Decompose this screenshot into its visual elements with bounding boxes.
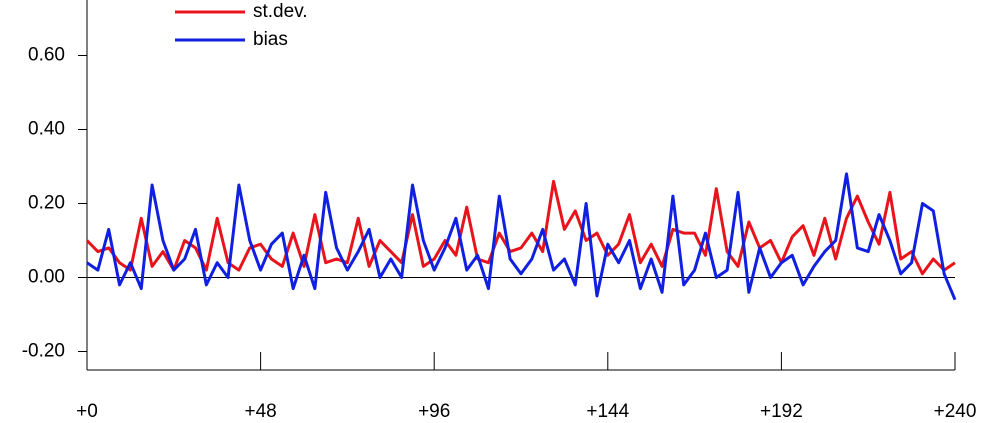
y-tick-label: -0.20 (22, 341, 65, 362)
y-tick-label: 0.00 (28, 267, 65, 288)
series-line (85, 179, 956, 276)
x-tick-label: +96 (418, 401, 450, 422)
y-tick-label: 0.60 (28, 45, 65, 66)
x-tick-label: +0 (76, 401, 98, 422)
x-tick-label: +144 (586, 401, 629, 422)
x-tick-label: +192 (760, 401, 803, 422)
series-line (86, 172, 957, 301)
y-tick-label: 0.20 (28, 193, 65, 214)
y-tick-label: 0.40 (28, 119, 65, 140)
legend-label: st.dev. (253, 1, 308, 22)
x-tick-label: +48 (244, 401, 276, 422)
x-tick-label: +240 (934, 401, 977, 422)
legend-label: bias (253, 29, 288, 50)
